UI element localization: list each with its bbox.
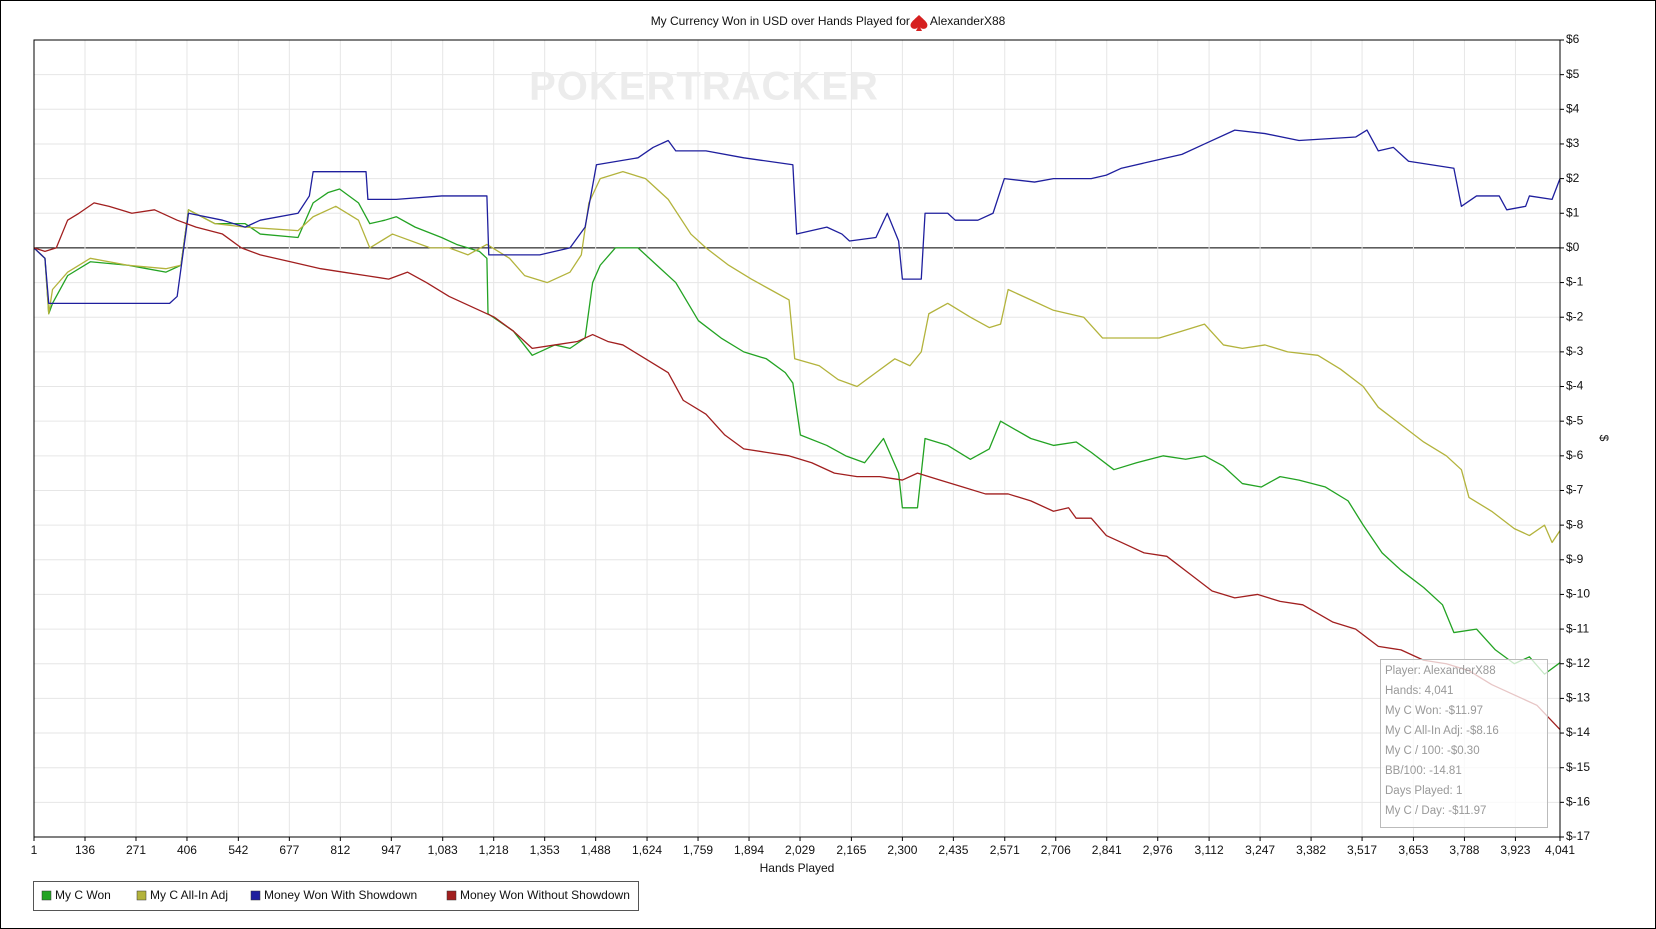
x-tick-label: 2,706 [1041, 843, 1071, 857]
y-tick-label: $-16 [1566, 795, 1590, 809]
plot-area [33, 39, 1561, 838]
legend-swatch [41, 890, 52, 901]
watermark: POKERTRACKER [529, 65, 879, 109]
x-tick-label: 271 [126, 843, 146, 857]
x-tick-label: 3,923 [1500, 843, 1530, 857]
x-tick-label: 1,894 [734, 843, 764, 857]
x-tick-label: 1,353 [530, 843, 560, 857]
y-tick-label: $-4 [1566, 379, 1584, 393]
y-tick-label: $1 [1566, 205, 1580, 219]
tooltip-line: My C All-In Adj: -$8.16 [1385, 725, 1499, 737]
x-tick-label: 1,624 [632, 843, 662, 857]
y-axis-label: $ [1597, 435, 1611, 442]
legend-swatch [446, 890, 457, 901]
x-tick-label: 3,382 [1296, 843, 1326, 857]
x-tick-label: 947 [381, 843, 401, 857]
title-icon [910, 15, 928, 31]
x-tick-label: 406 [177, 843, 197, 857]
y-tick-label: $-15 [1566, 760, 1590, 774]
y-tick-label: $4 [1566, 101, 1580, 115]
y-tick-label: $-9 [1566, 552, 1584, 566]
x-tick-label: 2,300 [887, 843, 917, 857]
plot-background [34, 40, 1560, 837]
tooltip-line: My C / Day: -$11.97 [1385, 805, 1486, 817]
x-tick-label: 3,653 [1398, 843, 1428, 857]
x-tick-label: 3,788 [1449, 843, 1479, 857]
y-tick-label: $-2 [1566, 309, 1584, 323]
y-tick-label: $-10 [1566, 587, 1590, 601]
x-axis-label: Hands Played [760, 861, 835, 875]
x-tick-label: 1,218 [479, 843, 509, 857]
tooltip-box [1380, 659, 1548, 828]
y-tick-label: $-7 [1566, 483, 1584, 497]
title-text: My Currency Won in USD over Hands Played… [651, 14, 910, 28]
y-tick-label: $-13 [1566, 691, 1590, 705]
legend-label: My C Won [55, 888, 111, 902]
x-tick-label: 3,247 [1245, 843, 1275, 857]
series-line [33, 129, 1561, 305]
tooltip-line: Days Played: 1 [1385, 785, 1462, 797]
title-player: AlexanderX88 [930, 14, 1006, 28]
tooltip-line: Player: AlexanderX88 [1385, 665, 1496, 677]
y-tick-label: $-5 [1566, 413, 1584, 427]
legend-label: Money Won Without Showdown [460, 888, 630, 902]
x-tick-label: 2,571 [990, 843, 1020, 857]
y-tick-label: $-3 [1566, 344, 1584, 358]
x-tick-label: 542 [228, 843, 248, 857]
x-tick-label: 1,759 [683, 843, 713, 857]
x-tick-label: 1,488 [581, 843, 611, 857]
series-line [33, 171, 1561, 544]
y-tick-label: $-8 [1566, 517, 1584, 531]
legend-swatch [136, 890, 147, 901]
x-tick-label: 812 [330, 843, 350, 857]
y-tick-label: $-14 [1566, 725, 1590, 739]
series-line [33, 188, 1561, 675]
legend-label: My C All-In Adj [150, 888, 228, 902]
y-tick-label: $2 [1566, 171, 1580, 185]
y-tick-label: $6 [1566, 32, 1580, 46]
legend-box [33, 881, 639, 911]
chart-title: My Currency Won in USD over Hands Played… [651, 14, 1006, 28]
y-tick-label: $-6 [1566, 448, 1584, 462]
y-tick-label: $0 [1566, 240, 1580, 254]
x-tick-label: 2,029 [785, 843, 815, 857]
y-tick-label: $3 [1566, 136, 1580, 150]
tooltip-line: Hands: 4,041 [1385, 685, 1453, 697]
x-tick-label: 2,435 [938, 843, 968, 857]
tooltip-line: My C Won: -$11.97 [1385, 705, 1483, 717]
x-tick-label: 136 [75, 843, 95, 857]
series-line [33, 202, 1561, 731]
x-tick-label: 2,841 [1092, 843, 1122, 857]
y-tick-label: $-1 [1566, 275, 1584, 289]
y-tick-label: $5 [1566, 67, 1580, 81]
x-tick-label: 1 [31, 843, 38, 857]
plot-border [33, 39, 1561, 838]
x-tick-label: 1,083 [428, 843, 458, 857]
x-tick-label: 4,041 [1545, 843, 1575, 857]
x-tick-label: 2,165 [836, 843, 866, 857]
x-tick-label: 3,517 [1347, 843, 1377, 857]
legend-label: Money Won With Showdown [264, 888, 417, 902]
tooltip-line: BB/100: -14.81 [1385, 765, 1462, 777]
legend-swatch [250, 890, 261, 901]
x-tick-label: 2,976 [1143, 843, 1173, 857]
y-tick-label: $-12 [1566, 656, 1590, 670]
x-tick-label: 3,112 [1195, 843, 1224, 857]
tooltip-line: My C / 100: -$0.30 [1385, 745, 1480, 757]
y-tick-label: $-11 [1566, 621, 1589, 635]
y-tick-label: $-17 [1566, 829, 1590, 843]
x-tick-label: 677 [279, 843, 299, 857]
